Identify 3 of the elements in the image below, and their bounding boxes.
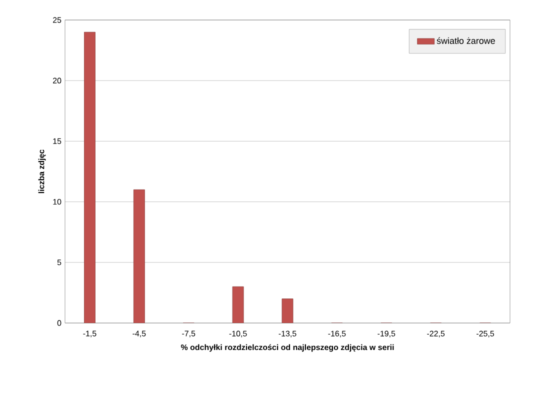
legend-label: światło żarowe [436, 37, 495, 44]
bar [133, 189, 145, 323]
bar [84, 32, 96, 323]
